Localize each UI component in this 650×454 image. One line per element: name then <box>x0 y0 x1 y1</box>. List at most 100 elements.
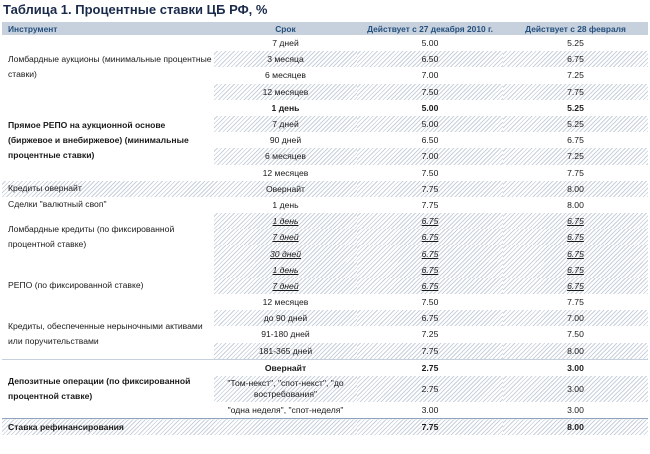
table-row: 3 месяца 6.50 6.75 <box>2 51 648 68</box>
header-instrument: Инструмент <box>2 22 214 35</box>
rate-cell: 3.00 <box>503 358 648 376</box>
term-cell: 3 месяца <box>214 51 357 68</box>
rate-cell: 8.00 <box>503 418 648 436</box>
table-header-row: Инструмент Срок Действует с 27 декабря 2… <box>2 22 648 35</box>
instrument-label: Кредиты овернайт <box>2 180 214 197</box>
term-cell: 12 месяцев <box>262 297 309 308</box>
table-body: Ломбардные аукционы (минимальные процент… <box>2 35 648 436</box>
rate-cell: 6.75 <box>503 51 648 68</box>
term-cell: "одна неделя", "спот-неделя" <box>227 405 344 416</box>
instrument-label: РЕПО (по фиксированной ставке) <box>8 280 144 291</box>
table-row: Кредиты овернайт Овернайт 7.75 8.00 <box>2 180 648 197</box>
term-cell: 6 месяцев <box>265 70 306 81</box>
term-cell: 90 дней <box>269 135 302 146</box>
table-row: 12 месяцев 7.50 7.75 <box>2 165 648 181</box>
term-cell: 1 день <box>214 261 357 278</box>
instrument-label: Ставка рефинансирования <box>2 418 214 436</box>
term-cell: 91-180 дней <box>261 329 310 340</box>
table-row: РЕПО (по фиксированной ставке) 1 день 6.… <box>2 261 648 290</box>
rate-cell: 8.00 <box>503 180 648 197</box>
instrument-label: Кредиты, обеспеченные нерыночными актива… <box>8 321 203 347</box>
term-cell: 1 день <box>272 199 299 210</box>
table-row: Ставка рефинансирования 7.75 8.00 <box>2 418 648 436</box>
table-row: "Том-некст", "спот-некст", "до востребов… <box>2 375 648 402</box>
rate-cell: 6.75 <box>357 245 503 262</box>
term-cell: до 90 дней <box>214 310 357 327</box>
rate-cell: 6.50 <box>357 51 503 68</box>
rate-cell: 6.75 <box>357 261 503 278</box>
rate-cell: 6.75 <box>357 277 503 294</box>
rate-cell: 7.75 <box>567 297 584 308</box>
rate-cell: 6.75 <box>357 229 503 246</box>
rate-cell: 6.75 <box>357 213 503 230</box>
instrument-label: Прямое РЕПО на аукционной основе (биржев… <box>8 119 189 160</box>
page-title: Таблица 1. Процентные ставки ЦБ РФ, % <box>3 2 268 17</box>
rate-cell: 2.75 <box>357 358 503 376</box>
table-row: Прямое РЕПО на аукционной основе (биржев… <box>2 100 648 160</box>
rate-cell: 6.75 <box>503 229 648 246</box>
rate-cell: 7.00 <box>357 148 503 165</box>
table-row: 6 месяцев 7.00 7.25 <box>2 67 648 83</box>
rate-cell: 5.00 <box>421 102 439 113</box>
table-row: 30 дней 6.75 6.75 <box>2 245 648 262</box>
term-cell: 181-365 дней <box>214 342 357 360</box>
table-row: 12 месяцев 7.50 7.75 <box>2 83 648 100</box>
term-cell: Овернайт <box>214 358 357 376</box>
table-row: Депозитные операции (по фиксированной пр… <box>2 358 648 419</box>
term-cell: 1 день <box>271 102 300 113</box>
rate-cell: 6.50 <box>421 135 439 146</box>
rate-cell: 7.25 <box>503 148 648 165</box>
rate-cell: 7.00 <box>421 70 439 81</box>
rate-cell: 7.00 <box>503 310 648 327</box>
rate-cell: 5.25 <box>567 102 584 113</box>
header-rate-feb: Действует с 28 февраля <box>503 22 648 35</box>
rate-cell: 5.00 <box>357 115 503 133</box>
term-cell: 7 дней <box>214 115 357 133</box>
rate-cell: 6.75 <box>503 261 648 278</box>
table-row: 90 дней 6.50 6.75 <box>2 132 648 148</box>
table-row: Ломбардные аукционы (минимальные процент… <box>2 35 648 79</box>
rate-cell: 7.25 <box>421 329 439 340</box>
rate-cell: 3.00 <box>421 405 439 416</box>
term-cell: 7 дней <box>272 38 299 49</box>
rate-cell: 3.00 <box>567 405 584 416</box>
table-row: 181-365 дней 7.75 8.00 <box>2 342 648 360</box>
instrument-label: Ломбардные кредиты (по фиксированной про… <box>8 224 175 250</box>
rate-cell: 3.00 <box>503 375 648 402</box>
table-row: Кредиты, обеспеченные нерыночными актива… <box>2 310 648 346</box>
rate-cell: 7.75 <box>357 418 503 436</box>
term-cell <box>214 418 357 436</box>
table-row: 7 дней 6.75 6.75 <box>2 277 648 294</box>
term-cell: 7 дней <box>214 229 357 246</box>
rate-cell: 6.75 <box>567 135 584 146</box>
rate-cell: 7.50 <box>357 83 503 100</box>
rate-cell: 8.00 <box>503 342 648 360</box>
term-cell: 6 месяцев <box>214 148 357 165</box>
rate-cell: 7.75 <box>503 83 648 100</box>
rate-cell: 7.75 <box>357 342 503 360</box>
rate-cell: 7.75 <box>567 167 584 178</box>
rate-cell: 7.75 <box>421 199 439 210</box>
rate-cell: 7.75 <box>357 180 503 197</box>
table-row: Сделки "валютный своп" 1 день 7.75 8.00 <box>2 197 648 213</box>
header-rate-dec-2010: Действует с 27 декабря 2010 г. <box>357 22 503 35</box>
rate-cell: 6.75 <box>503 245 648 262</box>
rate-cell: 5.25 <box>567 38 584 49</box>
rate-cell: 6.75 <box>503 213 648 230</box>
header-term: Срок <box>214 22 357 35</box>
term-cell: 12 месяцев <box>214 83 357 100</box>
rates-table: Инструмент Срок Действует с 27 декабря 2… <box>2 22 648 436</box>
term-cell: 12 месяцев <box>262 167 309 178</box>
term-cell: 30 дней <box>214 245 357 262</box>
table-row: Ломбардные кредиты (по фиксированной про… <box>2 213 648 249</box>
rate-cell: 5.25 <box>503 115 648 133</box>
rate-cell: 2.75 <box>357 375 503 402</box>
table-row: 12 месяцев 7.50 7.75 <box>2 294 648 310</box>
instrument-label: Депозитные операции (по фиксированной пр… <box>2 358 214 419</box>
term-cell: "Том-некст", "спот-некст", "до востребов… <box>214 375 357 402</box>
rate-cell: 7.50 <box>421 167 439 178</box>
rate-cell: 6.75 <box>357 310 503 327</box>
table-row: 7 дней 6.75 6.75 <box>2 229 648 246</box>
rate-cell: 5.00 <box>421 38 439 49</box>
term-cell: 1 день <box>214 213 357 230</box>
